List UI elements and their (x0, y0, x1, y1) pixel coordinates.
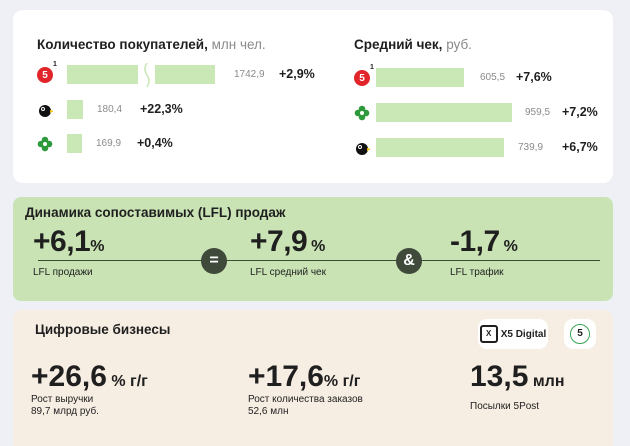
customers-title: Количество покупателей, млн чел. (37, 37, 266, 52)
customers-change: +0,4% (137, 136, 173, 150)
x5-logo-icon: X (479, 325, 498, 343)
kpi-card: Количество покупателей, млн чел. Средний… (13, 10, 613, 183)
pyaterochka-logo-icon: 5 (354, 70, 370, 86)
equals-operator: = (201, 248, 227, 274)
check-change: +7,6% (516, 70, 552, 84)
lfl-card: Динамика сопоставимых (LFL) продаж +6,1%… (13, 197, 613, 301)
check-row: 959,5 +7,2% (354, 103, 614, 123)
chizhik-bird-logo-icon (354, 140, 370, 156)
lfl-traffic-label: LFL трафик (450, 267, 504, 278)
divider-line (38, 260, 600, 261)
customers-value: 180,4 (97, 104, 123, 115)
perekrestok-clover-logo-icon (37, 136, 53, 152)
check-bar (376, 68, 464, 87)
lfl-traffic-value: -1,7 % (450, 225, 518, 258)
check-title: Средний чек, руб. (354, 37, 472, 52)
footnote-mark: 1 (53, 61, 57, 68)
lfl-sales-label: LFL продажи (33, 267, 93, 278)
lfl-sales-value: +6,1% (33, 225, 104, 258)
5post-badge: 5 (564, 319, 596, 349)
check-change: +7,2% (562, 105, 598, 119)
footnote-mark: 1 (370, 64, 374, 71)
parcels-label: Посылки 5Post (470, 401, 540, 412)
lfl-check-label: LFL средний чек (250, 267, 326, 278)
check-change: +6,7% (562, 140, 598, 154)
customers-value: 169,9 (96, 138, 122, 149)
customers-bar (67, 65, 138, 84)
revenue-growth-label: Рост выручки 89,7 млрд руб. (31, 394, 99, 417)
customers-row: 5 1 1742,9 +2,9% (37, 61, 327, 87)
check-row: 739,9 +6,7% (354, 138, 614, 158)
perekrestok-clover-logo-icon (354, 105, 370, 121)
customers-row: 180,4 +22,3% (37, 100, 327, 120)
parcels-value: 13,5 млн (470, 360, 565, 393)
chizhik-bird-logo-icon (37, 102, 53, 118)
revenue-growth-value: +26,6 % г/г (31, 360, 148, 393)
lfl-title: Динамика сопоставимых (LFL) продаж (25, 205, 286, 220)
check-value: 605,5 (480, 72, 506, 83)
x5-digital-badge: X X5 Digital (478, 319, 548, 349)
customers-bar-cont (155, 65, 215, 84)
customers-change: +2,9% (279, 67, 315, 81)
bar-break-icon (144, 63, 150, 87)
check-value: 739,9 (518, 142, 544, 153)
orders-growth-value: +17,6% г/г (248, 360, 361, 393)
digital-card: Цифровые бизнесы X X5 Digital 5 +26,6 % … (13, 310, 613, 446)
customers-bar (67, 100, 83, 119)
pyaterochka-logo-icon: 5 (37, 67, 53, 83)
check-bar (376, 103, 512, 122)
customers-bar (67, 134, 82, 153)
check-bar (376, 138, 504, 157)
orders-growth-label: Рост количества заказов 52,6 млн (248, 394, 363, 417)
and-operator: & (396, 248, 422, 274)
customers-row: 169,9 +0,4% (37, 134, 327, 154)
customers-value: 1742,9 (234, 69, 265, 80)
lfl-check-value: +7,9 % (250, 225, 325, 258)
5post-logo-icon: 5 (570, 324, 590, 344)
customers-change: +22,3% (140, 102, 183, 116)
check-value: 959,5 (525, 107, 551, 118)
check-row: 5 1 605,5 +7,6% (354, 64, 604, 88)
digital-title: Цифровые бизнесы (35, 322, 171, 337)
